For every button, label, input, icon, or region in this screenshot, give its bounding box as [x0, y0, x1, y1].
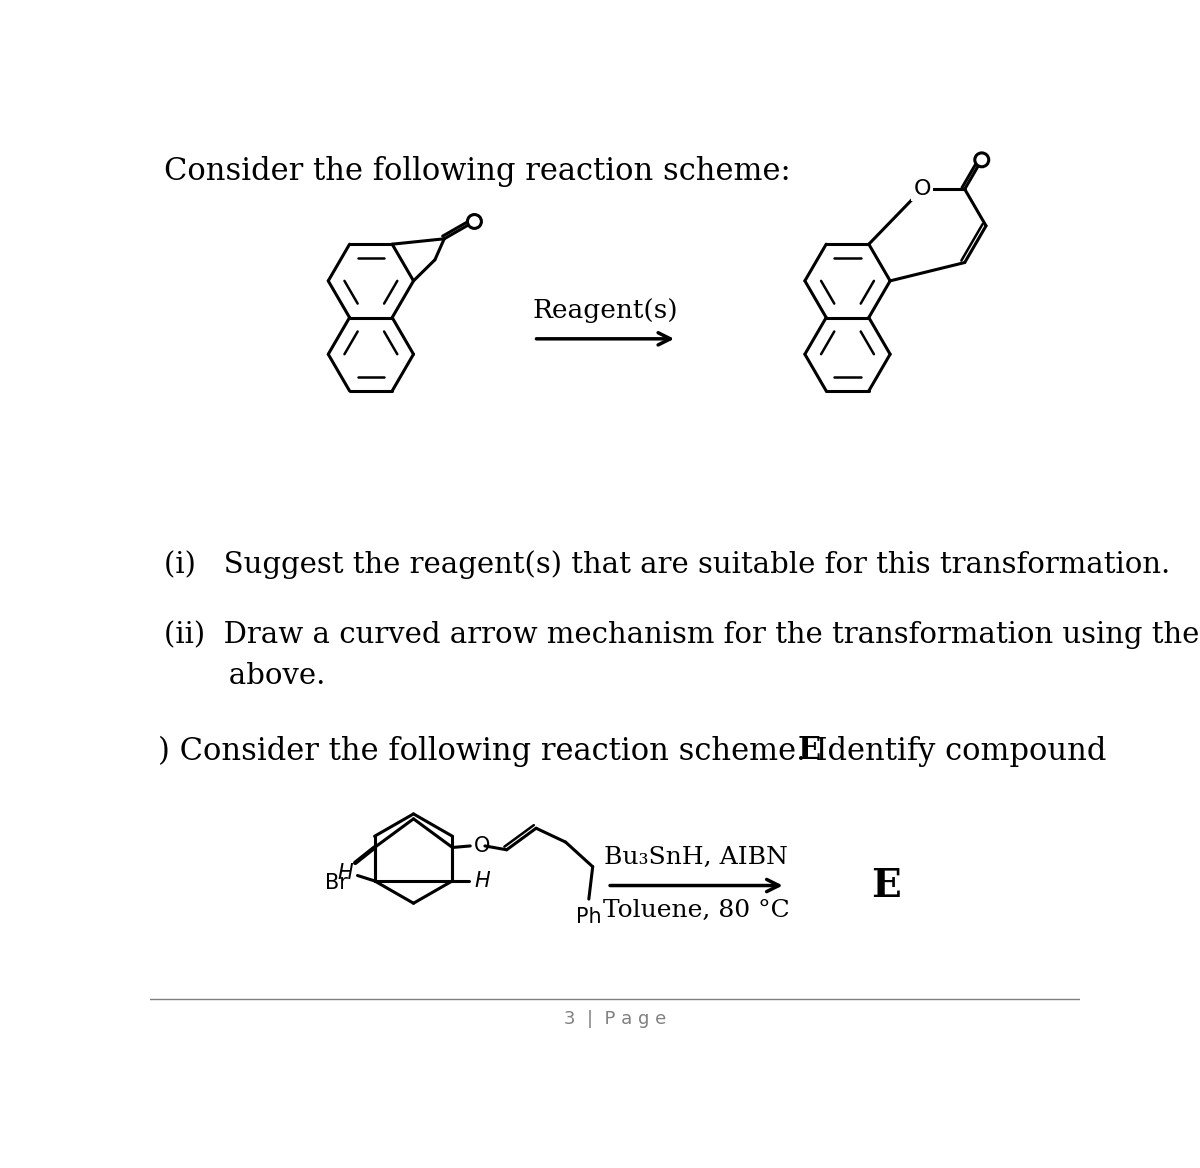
Text: Toluene, 80 °C: Toluene, 80 °C	[604, 899, 790, 923]
Text: 3  |  P a g e: 3 | P a g e	[564, 1010, 666, 1029]
Text: Consider the following reaction scheme:: Consider the following reaction scheme:	[164, 155, 791, 187]
Text: (i)   Suggest the reagent(s) that are suitable for this transformation.: (i) Suggest the reagent(s) that are suit…	[164, 550, 1170, 579]
Text: H: H	[474, 871, 490, 891]
Text: above.: above.	[164, 662, 325, 690]
Text: O: O	[913, 179, 931, 200]
Text: O: O	[474, 836, 491, 856]
Text: E: E	[871, 867, 901, 904]
Text: ) Consider the following reaction scheme. Identify compound: ) Consider the following reaction scheme…	[157, 736, 1116, 766]
Circle shape	[468, 215, 481, 229]
Text: Reagent(s): Reagent(s)	[533, 298, 678, 324]
Text: Br: Br	[324, 872, 348, 892]
Text: (ii)  Draw a curved arrow mechanism for the transformation using the reagents i: (ii) Draw a curved arrow mechanism for t…	[164, 620, 1200, 648]
Text: Bu₃SnH, AIBN: Bu₃SnH, AIBN	[605, 846, 788, 869]
Text: Ph: Ph	[576, 906, 601, 926]
Text: E: E	[797, 736, 821, 766]
Circle shape	[974, 153, 989, 167]
Text: H: H	[337, 863, 353, 883]
